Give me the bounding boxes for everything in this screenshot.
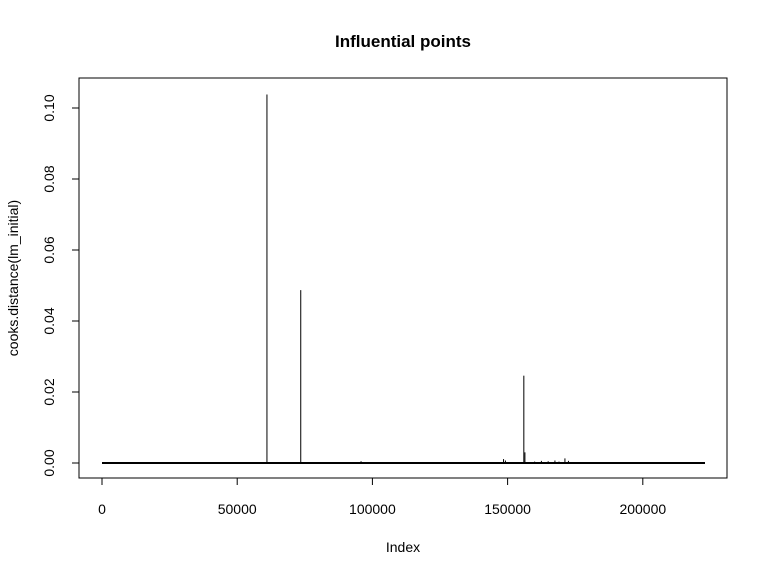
y-tick-label: 0.04 [41,307,57,334]
y-tick-label: 0.10 [41,94,57,121]
y-axis: 0.00 0.02 0.04 0.06 0.08 0.10 [41,94,80,477]
chart-title: Influential points [335,32,471,51]
x-axis-label: Index [386,539,420,555]
x-tick-label: 200000 [619,501,666,517]
x-tick-label: 0 [98,501,106,517]
x-axis: 0 50000 100000 150000 200000 [98,477,666,517]
x-tick-label: 100000 [349,501,396,517]
x-tick-label: 50000 [218,501,257,517]
y-tick-label: 0.00 [41,449,57,476]
y-tick-label: 0.06 [41,236,57,263]
y-tick-label: 0.08 [41,165,57,192]
data-layer [102,94,705,464]
y-tick-label: 0.02 [41,378,57,405]
y-axis-label: cooks.distance(lm_initial) [5,200,21,356]
plot-frame [78,77,728,479]
x-tick-label: 150000 [484,501,531,517]
